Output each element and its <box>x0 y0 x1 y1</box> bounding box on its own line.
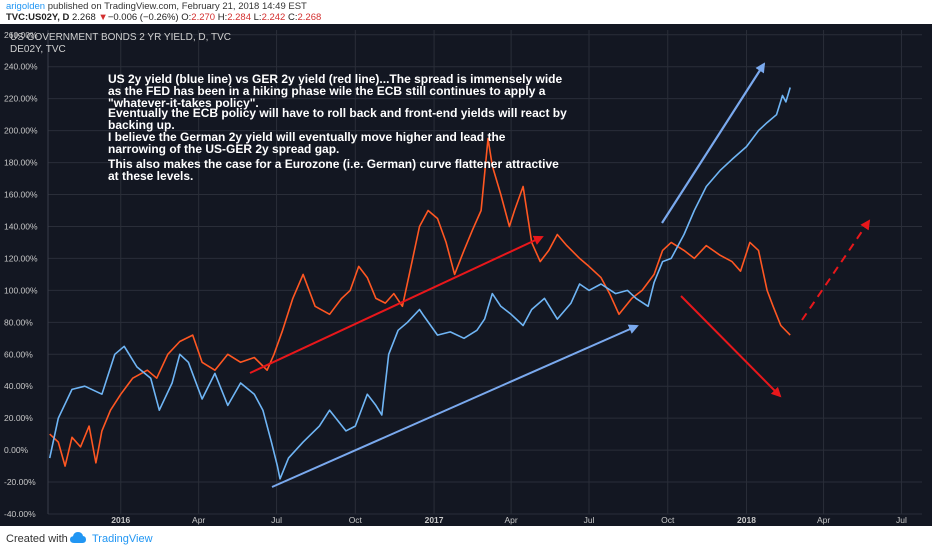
annotation-line: backing up. <box>108 118 175 132</box>
published-text: published on TradingView.com, February 2… <box>45 1 307 12</box>
legend: US GOVERNMENT BONDS 2 YR YIELD, D, TVC D… <box>10 32 231 55</box>
blue-up-arrow[interactable] <box>271 324 639 488</box>
created-with-label: Created with <box>6 533 68 545</box>
annotation-text: US 2y yield (blue line) vs GER 2y yield … <box>108 72 567 183</box>
x-tick-label: Apr <box>192 515 205 525</box>
y-tick-label: 40.00% <box>4 381 33 391</box>
open-label: O: <box>181 12 192 23</box>
symbol-label[interactable]: TVC:US02Y, D <box>6 12 70 23</box>
x-tick-label: Apr <box>504 515 517 525</box>
x-axis-labels: 2016 Apr Jul Oct 2017 Apr Jul Oct 2018 Apr Jul <box>111 515 907 525</box>
high-label: H: <box>217 12 228 23</box>
x-tick-label: Jul <box>584 515 595 525</box>
grid-lines <box>47 30 922 515</box>
y-tick-label: -40.00% <box>4 509 36 519</box>
chart-header: arigolden published on TradingView.com, … <box>0 0 932 24</box>
y-tick-label: 220.00% <box>4 94 38 104</box>
x-tick-label: Jul <box>896 515 907 525</box>
x-tick-label: Apr <box>817 515 830 525</box>
y-tick-label: 20.00% <box>4 413 33 423</box>
chart-area[interactable]: 260.00% 240.00% 220.00% 200.00% 180.00% 160.0… <box>0 24 932 526</box>
ohlc-line: TVC:US02Y, D 2.268 ▼−0.006 (−0.26%) O:2.… <box>6 12 321 23</box>
y-tick-label: 60.00% <box>4 349 33 359</box>
y-tick-label: 240.00% <box>4 62 38 72</box>
y-tick-label: 100.00% <box>4 285 38 295</box>
annotation-line: "whatever-it-takes policy". <box>108 96 259 110</box>
blue-steep-arrow[interactable] <box>661 62 766 224</box>
tradingview-brand-link[interactable]: TradingView <box>92 533 153 545</box>
change-value: −0.006 (−0.26%) <box>107 12 179 23</box>
footer-bar: Created with TradingView <box>0 526 932 550</box>
y-tick-label: -20.00% <box>4 477 36 487</box>
y-tick-label: 80.00% <box>4 317 33 327</box>
x-tick-label: 2017 <box>425 515 444 525</box>
annotation-line: US 2y yield (blue line) vs GER 2y yield … <box>108 72 562 86</box>
x-tick-label: Oct <box>349 515 363 525</box>
x-tick-label: 2018 <box>737 515 756 525</box>
low-label: L: <box>253 12 262 23</box>
y-tick-label: 200.00% <box>4 126 38 136</box>
y-tick-label: 120.00% <box>4 253 38 263</box>
series-lines <box>48 87 791 480</box>
x-tick-label: Oct <box>661 515 675 525</box>
y-tick-label: 180.00% <box>4 158 38 168</box>
annotation-line: I believe the German 2y yield will event… <box>108 130 506 144</box>
x-tick-label: 2016 <box>111 515 130 525</box>
red-dashed-projection-arrow[interactable] <box>801 219 871 321</box>
open-value: 2.270 <box>191 12 216 23</box>
red-down-arrow[interactable] <box>680 295 782 398</box>
red-up-arrow[interactable] <box>249 235 544 374</box>
annotation-line: This also makes the case for a Eurozone … <box>108 157 559 171</box>
close-label: C: <box>287 12 298 23</box>
x-tick-label: Jul <box>271 515 282 525</box>
annotation-line: narrowing of the US-GER 2y spread gap. <box>108 142 339 156</box>
last-price: 2.268 <box>72 12 96 23</box>
low-value: 2.242 <box>261 12 286 23</box>
y-tick-label: 140.00% <box>4 221 38 231</box>
y-axis-labels: 260.00% 240.00% 220.00% 200.00% 180.00% 160.0… <box>4 30 38 519</box>
author-link[interactable]: arigolden <box>6 1 46 12</box>
change-down-icon: ▼ <box>98 12 108 23</box>
tradingview-cloud-icon <box>70 532 86 543</box>
legend-series-us: US GOVERNMENT BONDS 2 YR YIELD, D, TVC <box>10 32 231 43</box>
price-chart[interactable]: 260.00% 240.00% 220.00% 200.00% 180.00% 160.0… <box>0 24 932 526</box>
close-value: 2.268 <box>297 12 322 23</box>
y-tick-label: 0.00% <box>4 445 29 455</box>
annotation-arrows[interactable] <box>249 62 871 488</box>
annotation-line: as the FED has been in a hiking phase wi… <box>108 84 546 98</box>
legend-series-de: DE02Y, TVC <box>10 44 66 55</box>
annotation-line: at these levels. <box>108 169 193 183</box>
y-tick-label: 260.00% <box>4 30 38 40</box>
y-tick-label: 160.00% <box>4 190 38 200</box>
chart-background <box>0 24 932 526</box>
publish-line: arigolden published on TradingView.com, … <box>6 1 307 12</box>
high-value: 2.284 <box>227 12 251 23</box>
us-2y-yield-line <box>48 87 791 480</box>
annotation-line: Eventually the ECB policy will have to r… <box>108 106 567 120</box>
de-2y-yield-line <box>49 137 791 467</box>
